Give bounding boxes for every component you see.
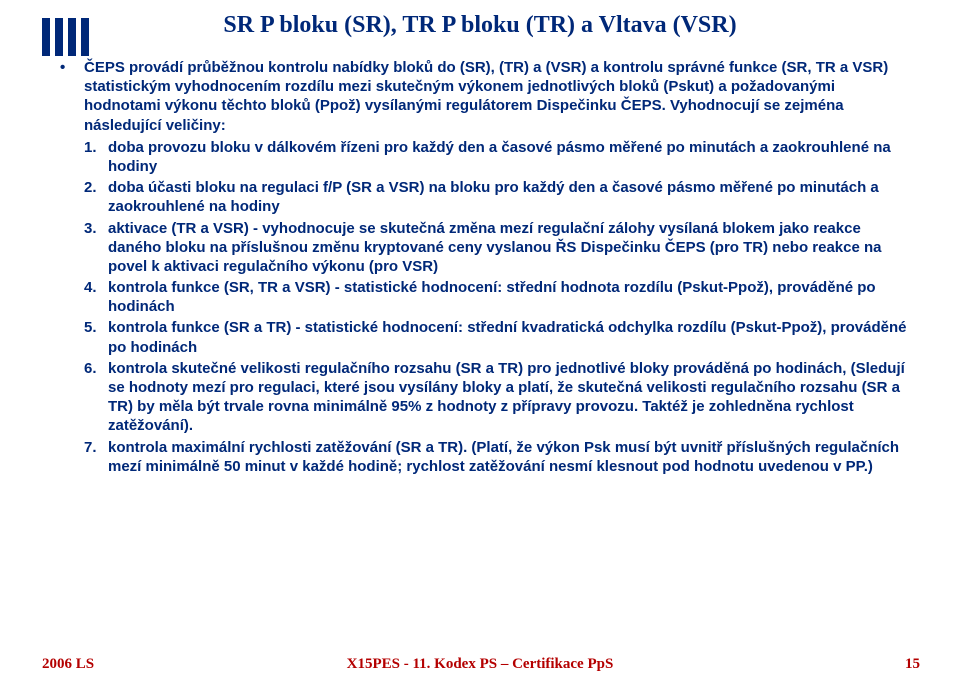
slide-title: SR P bloku (SR), TR P bloku (TR) a Vltav…: [0, 12, 960, 39]
intro-text: ČEPS provádí průběžnou kontrolu nabídky …: [84, 58, 915, 135]
list-item: doba účasti bloku na regulaci f/P (SR a …: [108, 178, 915, 216]
list-item: kontrola funkce (SR, TR a VSR) - statist…: [108, 278, 915, 316]
bullet-icon: •: [60, 58, 84, 77]
list-item: doba provozu bloku v dálkovém řízeni pro…: [108, 138, 915, 176]
intro-paragraph: • ČEPS provádí průběžnou kontrolu nabídk…: [60, 58, 915, 135]
list-item: kontrola maximální rychlosti zatěžování …: [108, 438, 915, 476]
numbered-list: doba provozu bloku v dálkovém řízeni pro…: [60, 138, 915, 476]
footer-page-number: 15: [905, 656, 920, 673]
slide-page: SR P bloku (SR), TR P bloku (TR) a Vltav…: [0, 0, 960, 689]
list-item: aktivace (TR a VSR) - vyhodnocuje se sku…: [108, 219, 915, 277]
list-item: kontrola skutečné velikosti regulačního …: [108, 359, 915, 436]
list-item: kontrola funkce (SR a TR) - statistické …: [108, 318, 915, 356]
slide-body: • ČEPS provádí průběžnou kontrolu nabídk…: [60, 58, 915, 478]
footer-center: X15PES - 11. Kodex PS – Certifikace PpS: [0, 656, 960, 673]
